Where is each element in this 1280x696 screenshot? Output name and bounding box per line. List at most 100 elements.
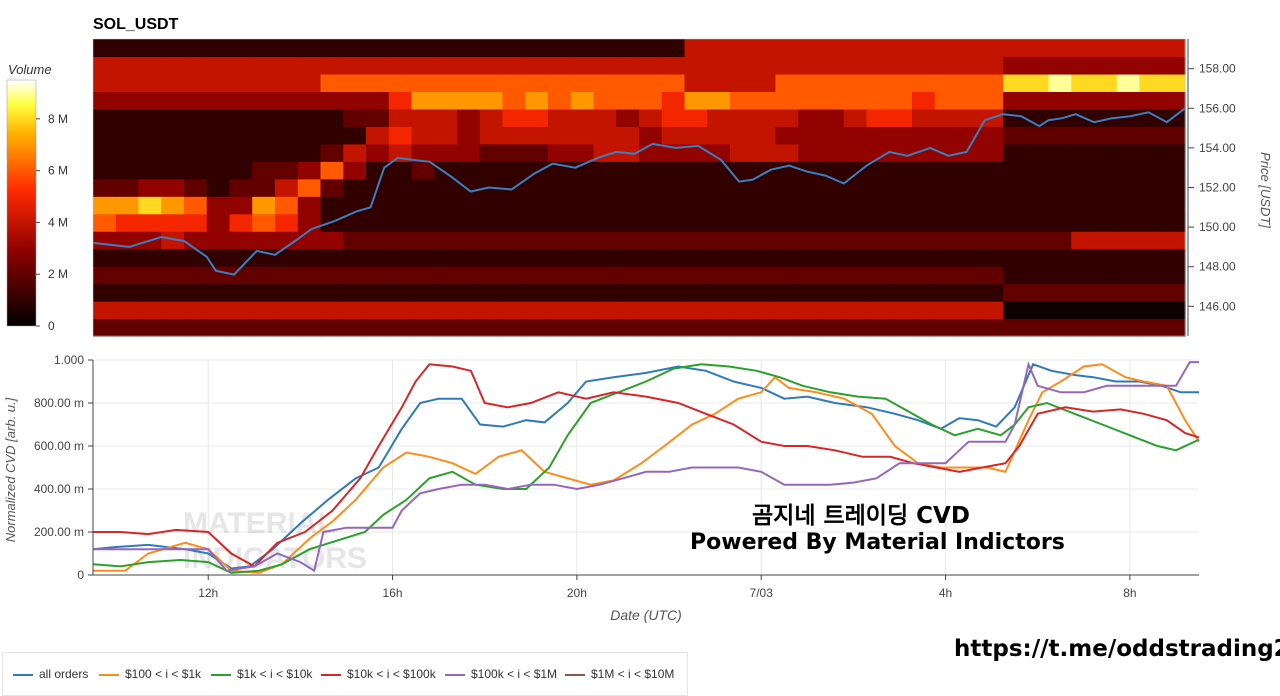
heatmap-cell <box>479 266 504 285</box>
heatmap-cell <box>798 73 822 93</box>
heatmap-cell <box>798 178 822 197</box>
heatmap-cell <box>161 283 185 302</box>
legend-swatch <box>99 673 119 676</box>
heatmap-cell <box>707 56 731 75</box>
heatmap-cell <box>161 213 185 232</box>
legend-swatch <box>211 673 231 676</box>
heatmap-cell <box>525 231 549 250</box>
legend-item-all-orders[interactable]: all orders <box>13 667 88 681</box>
legend-item-1k-10k[interactable]: $1k < i < $10k <box>211 667 312 681</box>
heatmap-cell <box>1071 178 1095 197</box>
heatmap-cell <box>934 143 959 162</box>
heatmap-cell <box>1116 318 1141 337</box>
heatmap-cell <box>275 126 299 145</box>
legend-item-10k-100k[interactable]: $10k < i < $100k <box>321 667 436 681</box>
heatmap-cell <box>866 178 890 197</box>
heatmap-cell <box>388 126 413 145</box>
heatmap-cell <box>548 91 572 110</box>
heatmap-cell <box>593 39 617 58</box>
heatmap-cell <box>275 143 299 162</box>
heatmap-cell <box>411 266 435 285</box>
heatmap-cell <box>980 266 1004 285</box>
heatmap-cell <box>411 301 435 320</box>
heatmap-cell <box>934 213 959 232</box>
heatmap-cell <box>752 73 777 93</box>
heatmap-cell <box>798 91 822 110</box>
heatmap-cell <box>1048 178 1072 197</box>
heatmap-cell <box>502 213 526 232</box>
heatmap-cell <box>821 266 845 285</box>
heatmap-cell <box>957 39 981 58</box>
heatmap-cell <box>252 266 276 285</box>
heatmap-cell <box>957 318 981 337</box>
heatmap-cell <box>457 108 481 127</box>
heatmap-cell <box>138 91 162 110</box>
heatmap-cell <box>934 161 959 180</box>
heatmap-cell <box>229 108 253 127</box>
heatmap-cell <box>388 231 413 250</box>
heatmap-cell <box>297 56 322 75</box>
heatmap-cell <box>411 248 435 267</box>
heatmap-cell <box>1094 213 1118 232</box>
heatmap-cell <box>252 73 276 93</box>
heatmap-cell <box>616 178 640 197</box>
heatmap-cell <box>297 318 322 337</box>
heatmap-cell <box>684 248 708 267</box>
heatmap-cell <box>1003 108 1027 127</box>
heatmap-cell <box>639 91 663 110</box>
heatmap-cell <box>1094 283 1118 302</box>
legend-item-100-1k[interactable]: $100 < i < $1k <box>99 667 201 681</box>
heatmap-cell <box>93 196 117 215</box>
heatmap-cell <box>980 73 1004 93</box>
heatmap-cell <box>252 178 276 197</box>
heatmap-cell <box>229 143 253 162</box>
heatmap-cell <box>957 126 981 145</box>
heatmap-cell <box>889 91 913 110</box>
heatmap-cell <box>684 91 708 110</box>
heatmap-cell <box>980 231 1004 250</box>
heatmap-cell <box>570 213 595 232</box>
heatmap-cell <box>457 178 481 197</box>
legend-item-100k-1m[interactable]: $100k < i < $1M <box>445 667 557 681</box>
heatmap-cell <box>206 126 231 145</box>
heatmap-cell <box>115 178 140 197</box>
heatmap-cell <box>388 178 413 197</box>
legend: all orders $100 < i < $1k $1k < i < $10k… <box>2 652 688 696</box>
heatmap-cell <box>93 56 117 75</box>
heatmap-cell <box>297 283 322 302</box>
heatmap-cell <box>93 213 117 232</box>
heatmap-cell <box>411 283 435 302</box>
heatmap-cell <box>320 231 344 250</box>
heatmap-cell <box>93 248 117 267</box>
price-line <box>92 107 1186 276</box>
price-tick-label: 148.00 <box>1199 260 1236 274</box>
heatmap-cell <box>639 73 663 93</box>
heatmap-cell <box>115 318 140 337</box>
cvd-x-tick-label: 16h <box>383 586 403 600</box>
heatmap-cell <box>1162 56 1186 75</box>
heatmap-cell <box>684 213 708 232</box>
heatmap-cell <box>1116 39 1141 58</box>
heatmap-cell <box>934 126 959 145</box>
heatmap-cell <box>889 161 913 180</box>
heatmap-cell <box>866 126 890 145</box>
heatmap-cell <box>957 143 981 162</box>
heatmap-cell <box>93 231 117 250</box>
heatmap-cell <box>639 56 663 75</box>
heatmap-cell <box>752 108 777 127</box>
legend-label: $100k < i < $1M <box>471 667 558 681</box>
heatmap-cell <box>570 283 595 302</box>
heatmap-cell <box>275 248 299 267</box>
heatmap-cell <box>93 301 117 320</box>
heatmap-cell <box>1071 196 1095 215</box>
heatmap-cell <box>388 196 413 215</box>
heatmap-cell <box>684 266 708 285</box>
heatmap-cell <box>1025 56 1050 75</box>
heatmap-cell <box>1003 56 1027 75</box>
heatmap-cell <box>388 266 413 285</box>
legend-item-1m-10m[interactable]: $1M < i < $10M <box>565 667 674 681</box>
heatmap-cell <box>161 56 185 75</box>
heatmap-cell <box>661 126 686 145</box>
heatmap-cell <box>184 39 208 58</box>
heatmap-cell <box>1048 126 1072 145</box>
